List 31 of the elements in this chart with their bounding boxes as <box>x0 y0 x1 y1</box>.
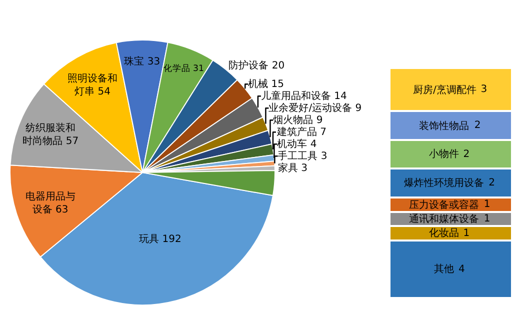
slice-label: 机动车 4 <box>277 138 317 150</box>
series-label: 小物件 <box>429 148 459 160</box>
slice-label: 玩具 192 <box>139 234 182 246</box>
slice-label: 机械 15 <box>248 78 284 90</box>
slice-label: 手工工具 3 <box>278 150 328 162</box>
series-label: 爆炸性环境用设备 <box>404 177 484 189</box>
series-label: 装饰性物品 <box>419 120 469 132</box>
data-label: 1 <box>463 228 470 239</box>
slice-label: 烟火物品 9 <box>273 114 323 126</box>
series-label: 通讯和媒体设备 <box>409 213 479 225</box>
series-label: 化妆品 <box>429 227 459 239</box>
data-label: 3 <box>480 84 488 96</box>
data-label: 1 <box>484 199 490 210</box>
data-label: 1 <box>484 213 490 224</box>
slice-label: 业余爱好/运动设备 9 <box>268 102 362 114</box>
series-label: 其他 <box>434 263 454 275</box>
slice-label: 建筑产品 7 <box>276 126 327 138</box>
data-label: 4 <box>458 264 465 275</box>
data-label: 2 <box>463 148 470 160</box>
slice-label: 儿童用品和设备 14 <box>260 90 347 102</box>
series-label: 厨房/烹调配件 <box>413 84 476 96</box>
slice-label: 家具 3 <box>278 162 308 174</box>
series-label: 压力设备或容器 <box>409 199 479 211</box>
slice-label: 照明设备和灯串 54 <box>68 72 118 98</box>
data-label: 2 <box>474 120 481 132</box>
slice-label: 电器用品与设备 63 <box>25 190 76 216</box>
slice-label: 纺织服装和时尚物品 57 <box>22 122 79 147</box>
slice-label: 化学品 31 <box>163 62 204 74</box>
data-label: 2 <box>488 178 496 189</box>
slice-label: 珠宝 33 <box>124 56 160 68</box>
slice-label: 防护设备 20 <box>228 60 285 72</box>
